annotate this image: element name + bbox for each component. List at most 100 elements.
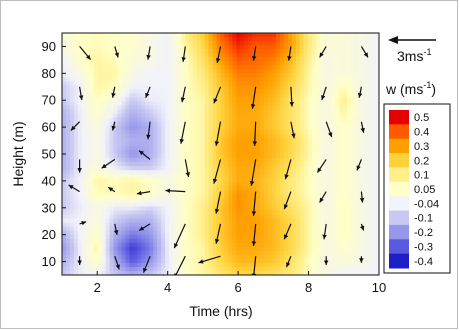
heat-cell [172,234,178,240]
heat-cell [168,57,174,62]
heat-cell [85,258,91,264]
heat-cell [196,218,202,224]
heat-cell [168,101,174,107]
heat-cell [113,149,119,155]
heat-cell [192,214,198,220]
heat-cell [208,49,214,54]
heat-cell [299,81,305,87]
heat-cell [212,49,218,54]
heat-cell [145,105,150,111]
heat-cell [184,133,190,139]
heat-cell [192,41,198,46]
heat-cell [121,230,126,236]
heat-cell [272,190,277,195]
heat-cell [295,266,301,272]
heat-cell [355,125,360,131]
heat-cell [85,97,91,103]
heat-cell [137,129,142,135]
heat-cell [188,133,194,139]
heat-cell [129,105,134,111]
heat-cell [101,105,107,111]
heat-cell [184,154,190,159]
heat-cell [359,218,364,224]
heat-cell [109,246,115,252]
heat-cell [153,141,158,147]
heat-cell [69,218,75,224]
heat-cell [287,202,293,208]
heat-cell [73,137,79,143]
heat-cell [355,33,360,38]
heat-cell [212,194,218,199]
heat-cell [351,214,356,220]
heat-cell [319,77,325,82]
heat-cell [172,141,178,147]
heat-cell [335,37,340,42]
heat-cell [145,170,150,175]
heat-cell [287,141,293,147]
heat-cell [355,250,360,256]
heat-cell [81,218,87,224]
heat-cell [168,133,174,139]
heat-cell [109,73,115,78]
heat-cell [367,158,372,163]
heat-cell [232,258,237,264]
heat-cell [204,186,210,191]
heat-cell [141,37,146,42]
heat-cell [69,186,75,191]
heat-cell [335,33,340,38]
heat-cell [192,93,198,99]
heat-cell [287,266,293,272]
heat-cell [77,105,83,111]
heat-cell [228,186,233,191]
heat-cell [180,149,186,155]
heat-cell [212,117,218,123]
heat-cell [295,194,301,199]
heat-cell [272,145,277,151]
heat-cell [331,154,337,159]
heat-cell [363,57,368,62]
heat-cell [93,198,99,203]
heat-cell [331,202,337,208]
heat-cell [153,202,158,208]
heat-cell [141,250,146,256]
heat-cell [248,242,253,248]
heat-cell [347,270,352,275]
heat-cell [97,81,103,87]
heat-cell [168,61,174,66]
heat-cell [113,214,119,220]
heat-cell [133,129,138,135]
heat-cell [299,170,305,175]
heat-cell [188,101,194,107]
heat-cell [141,186,146,191]
heat-cell [109,81,115,87]
heat-cell [307,129,313,135]
heat-cell [331,93,337,99]
heat-cell [212,45,218,50]
heat-cell [256,250,261,256]
heat-cell [105,174,111,179]
heat-cell [69,214,75,220]
heat-cell [212,145,218,151]
heat-cell [279,57,285,62]
heat-cell [73,61,79,66]
heat-cell [236,69,241,74]
heat-cell [69,149,75,155]
heat-cell [196,53,202,58]
heat-cell [85,170,91,175]
heat-cell [351,113,356,119]
heat-cell [165,250,170,256]
heat-cell [149,178,154,183]
heat-cell [260,218,265,224]
heat-cell [347,69,352,74]
heat-cell [188,129,194,135]
heat-cell [220,129,226,135]
heat-cell [109,65,115,70]
heat-cell [375,210,379,216]
heat-cell [275,85,281,91]
vector-head [291,133,296,139]
heat-cell [295,73,301,78]
heat-cell [212,101,218,107]
heat-cell [172,158,178,163]
heat-cell [315,214,321,220]
heat-cell [256,230,261,236]
